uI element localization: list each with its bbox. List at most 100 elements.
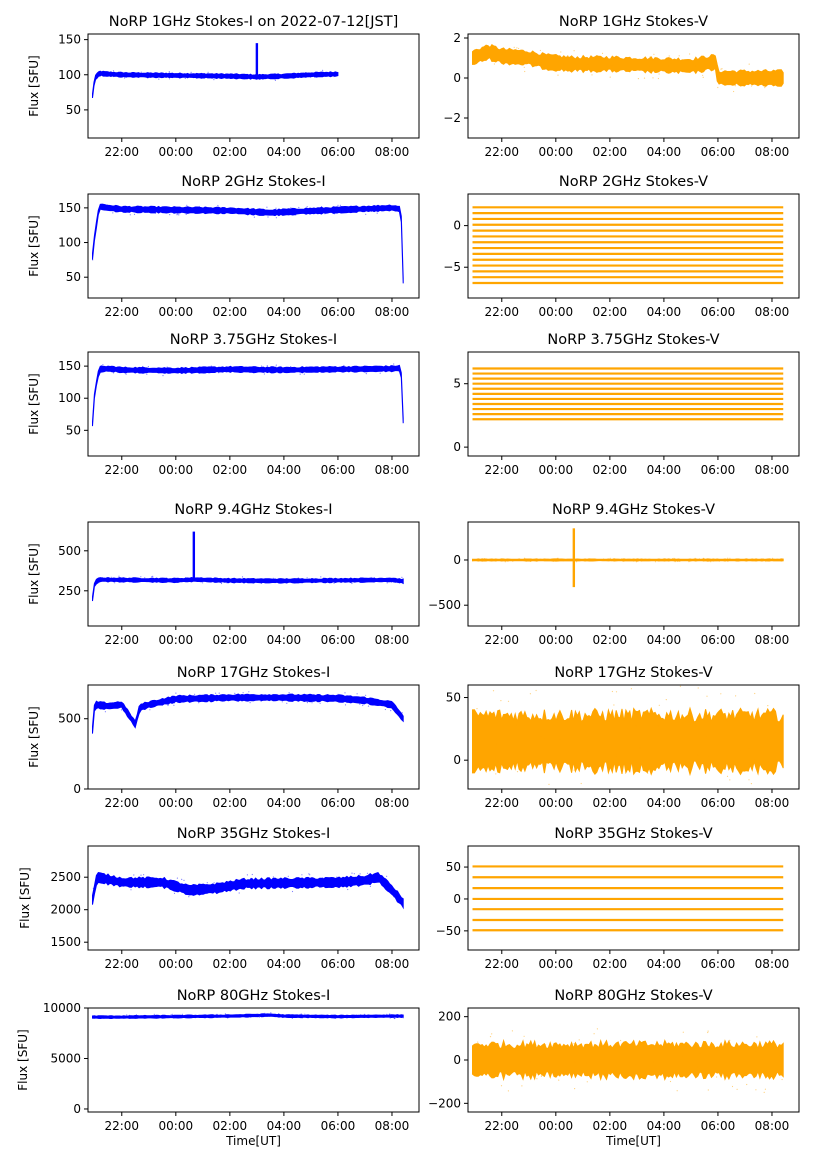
panel-5-ytick-label-0: 0 xyxy=(453,440,461,454)
panel-12-ytick-label-0: 0 xyxy=(73,1102,81,1116)
panel-7-scatter-dots xyxy=(481,557,774,563)
panel-3-ytick-label-1: 0 xyxy=(453,219,461,233)
panel-10-ytick-label-0: 1500 xyxy=(50,935,81,949)
panel-7-title: NoRP 9.4GHz Stokes-V xyxy=(552,502,715,518)
panel-12-frame xyxy=(87,1007,420,1113)
panel-6-xtick-label-5: 08:00 xyxy=(375,633,410,647)
panel-3-xtick-label-4: 06:00 xyxy=(701,305,736,319)
panel-12-scatter-dots xyxy=(94,1012,404,1020)
panel-7-xtick-label-2: 02:00 xyxy=(593,633,628,647)
panel-6-series xyxy=(92,576,404,602)
panel-0-ytick-label-1: 100 xyxy=(58,68,81,82)
panel-1-title: NoRP 1GHz Stokes-V xyxy=(559,14,708,30)
panel-10-ylabel: Flux [SFU] xyxy=(18,867,32,928)
panel-1-data xyxy=(472,44,784,93)
panel-12-xlabel: Time[UT] xyxy=(225,1134,281,1148)
panel-2-ytick-label-1: 100 xyxy=(58,236,81,250)
panel-10-scatter-dots xyxy=(92,872,395,898)
panel-3-xtick-label-2: 02:00 xyxy=(593,305,628,319)
panel-9-xtick-label-0: 22:00 xyxy=(484,796,519,810)
panel-10-xtick-label-1: 00:00 xyxy=(159,957,194,971)
panel-10: 1500 2000 2500 22:00 00:00 02:00 04:00 06:00 08:… xyxy=(18,826,420,971)
panel-4-ytick-label-2: 150 xyxy=(58,359,81,373)
panel-10-frame xyxy=(87,845,420,951)
panel-12-ylabel: Flux [SFU] xyxy=(16,1029,30,1090)
panel-2-frame xyxy=(87,193,420,299)
panel-13-ytick-label-1: 0 xyxy=(453,1053,461,1067)
panel-5-xtick-label-1: 00:00 xyxy=(539,463,574,477)
panel-0-xtick-label-2: 02:00 xyxy=(213,145,248,159)
panel-1-xtick-label-3: 04:00 xyxy=(647,145,682,159)
panel-7-xtick-label-0: 22:00 xyxy=(484,633,519,647)
panel-4-xtick-label-1: 00:00 xyxy=(159,463,194,477)
panel-8: 0 500 22:00 00:00 02:00 04:00 06:00 08:00 NoRP 1… xyxy=(27,665,420,810)
panel-5-xtick-label-4: 06:00 xyxy=(701,463,736,477)
panel-4-data xyxy=(92,363,404,427)
panel-9: 0 50 22:00 00:00 02:00 04:00 06:00 08:00 NoRP 17… xyxy=(446,665,800,810)
panel-2-xtick-label-0: 22:00 xyxy=(104,305,139,319)
panel-11-frame xyxy=(467,845,800,951)
panel-13-xtick-label-5: 08:00 xyxy=(755,1119,790,1133)
panel-3-xtick-label-0: 22:00 xyxy=(484,305,519,319)
panel-2-ytick-label-2: 150 xyxy=(58,201,81,215)
panel-1-xtick-label-5: 08:00 xyxy=(755,145,790,159)
panel-0-ytick-label-2: 150 xyxy=(58,33,81,47)
panel-11-xtick-label-5: 08:00 xyxy=(755,957,790,971)
panel-12-series xyxy=(92,1013,404,1020)
panel-11-ytick-label-0: −50 xyxy=(436,924,461,938)
panel-11-xtick-label-2: 02:00 xyxy=(593,957,628,971)
panel-13-data xyxy=(472,1028,784,1093)
panel-8-xtick-label-4: 06:00 xyxy=(321,796,356,810)
panel-9-title: NoRP 17GHz Stokes-V xyxy=(554,665,712,681)
panel-12-ytick-label-2: 10000 xyxy=(43,1001,81,1015)
panel-4-ylabel: Flux [SFU] xyxy=(27,373,41,434)
panel-0-scatter-dots xyxy=(99,69,337,81)
panel-9-xtick-label-2: 02:00 xyxy=(593,796,628,810)
panel-9-series xyxy=(472,706,784,777)
panel-0-frame xyxy=(87,33,420,139)
panel-0: 50 100 150 22:00 00:00 02:00 04:00 06:00 08:00 No… xyxy=(27,14,420,159)
panel-11-title: NoRP 35GHz Stokes-V xyxy=(554,826,712,842)
panel-3-xtick-label-5: 08:00 xyxy=(755,305,790,319)
panel-4-xtick-label-5: 08:00 xyxy=(375,463,410,477)
panel-5-xtick-label-3: 04:00 xyxy=(647,463,682,477)
panel-6-ylabel: Flux [SFU] xyxy=(27,543,41,604)
panel-9-data xyxy=(472,685,784,786)
panel-11: −50 0 50 22:00 00:00 02:00 04:00 06:00 08:00 NoRP… xyxy=(436,826,800,971)
panel-3-frame xyxy=(467,193,800,299)
panel-7-xtick-label-4: 06:00 xyxy=(701,633,736,647)
panel-3-xtick-label-3: 04:00 xyxy=(647,305,682,319)
panel-4-series xyxy=(92,364,404,427)
panel-7-data xyxy=(472,528,784,588)
panel-12-xtick-label-2: 02:00 xyxy=(213,1119,248,1133)
panel-11-xtick-label-0: 22:00 xyxy=(484,957,519,971)
panel-11-ytick-label-2: 50 xyxy=(446,860,461,874)
panel-7-xtick-label-1: 00:00 xyxy=(539,633,574,647)
panel-1-xtick-label-0: 22:00 xyxy=(484,145,519,159)
panel-4-xtick-label-3: 04:00 xyxy=(267,463,302,477)
panel-10-xtick-label-2: 02:00 xyxy=(213,957,248,971)
panel-9-ytick-label-0: 0 xyxy=(453,753,461,767)
panel-8-xtick-label-3: 04:00 xyxy=(267,796,302,810)
panel-6-ytick-label-1: 500 xyxy=(58,544,81,558)
panel-11-ytick-label-1: 0 xyxy=(453,892,461,906)
panel-6-title: NoRP 9.4GHz Stokes-I xyxy=(174,502,332,518)
panel-11-xtick-label-3: 04:00 xyxy=(647,957,682,971)
panel-4-scatter-dots xyxy=(92,363,395,412)
panel-5-xtick-label-0: 22:00 xyxy=(484,463,519,477)
panel-6-scatter-dots xyxy=(92,575,403,595)
panel-0-data xyxy=(92,43,339,99)
panel-12-data xyxy=(92,1012,404,1020)
panel-6-xtick-label-4: 06:00 xyxy=(321,633,356,647)
panel-1-ytick-label-2: 2 xyxy=(453,31,461,45)
panel-8-xtick-label-1: 00:00 xyxy=(159,796,194,810)
panel-6-xtick-label-0: 22:00 xyxy=(104,633,139,647)
panel-8-series xyxy=(92,693,404,734)
panel-9-ytick-label-1: 50 xyxy=(446,691,461,705)
panel-7-frame xyxy=(467,521,800,627)
panel-8-xtick-label-0: 22:00 xyxy=(104,796,139,810)
panel-2-ylabel: Flux [SFU] xyxy=(27,215,41,276)
panel-4-title: NoRP 3.75GHz Stokes-I xyxy=(170,332,337,348)
